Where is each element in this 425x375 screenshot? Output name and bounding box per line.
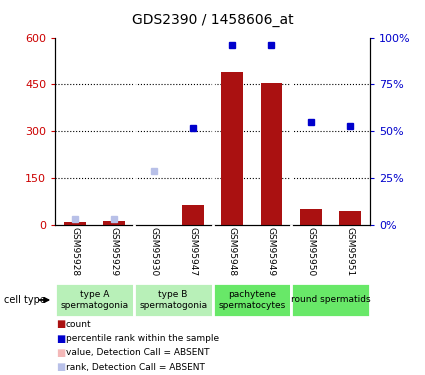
Text: GSM95949: GSM95949 [267,227,276,276]
Text: GDS2390 / 1458606_at: GDS2390 / 1458606_at [132,13,293,27]
Bar [64,222,86,225]
Text: count: count [66,320,91,329]
Text: cell type: cell type [4,295,46,305]
Text: round spermatids: round spermatids [291,296,370,304]
Text: GSM95948: GSM95948 [228,227,237,276]
Bar [221,72,243,225]
Text: percentile rank within the sample: percentile rank within the sample [66,334,219,343]
Text: rank, Detection Call = ABSENT: rank, Detection Call = ABSENT [66,363,205,372]
Text: type B
spermatogonia: type B spermatogonia [139,290,207,310]
Text: GSM95947: GSM95947 [188,227,197,276]
Text: GSM95929: GSM95929 [110,227,119,276]
Text: GSM95930: GSM95930 [149,227,158,276]
Text: value, Detection Call = ABSENT: value, Detection Call = ABSENT [66,348,210,357]
Bar [55,283,134,317]
Text: GSM95928: GSM95928 [71,227,79,276]
Text: ■: ■ [56,334,65,344]
Text: GSM95951: GSM95951 [346,227,354,276]
Bar [339,211,361,225]
Text: pachytene
spermatocytes: pachytene spermatocytes [218,290,286,310]
Bar [182,205,204,225]
Bar [212,283,291,317]
Text: ■: ■ [56,362,65,372]
Text: ■: ■ [56,320,65,329]
Bar [134,283,212,317]
Text: GSM95950: GSM95950 [306,227,315,276]
Bar [300,209,322,225]
Bar [261,83,282,225]
Bar [291,283,370,317]
Bar [103,221,125,225]
Text: type A
spermatogonia: type A spermatogonia [60,290,129,310]
Text: ■: ■ [56,348,65,358]
